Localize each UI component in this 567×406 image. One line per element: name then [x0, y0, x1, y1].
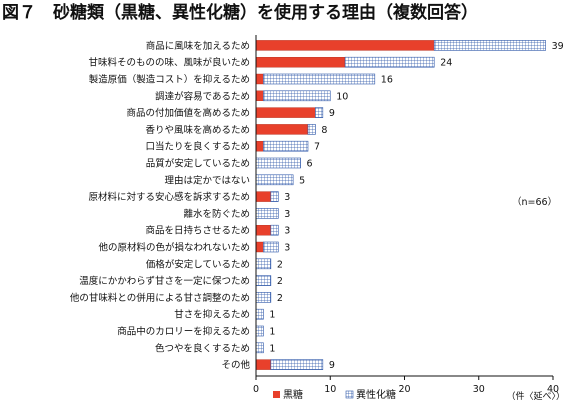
figure-title: 図７ 砂糖類（黒糖、異性化糖）を使用する理由（複数回答）: [2, 3, 478, 23]
bar-iseika: [255, 325, 264, 337]
category-label: 甘味料そのものの味、風味が良いため: [88, 57, 250, 69]
category-label: 理由は定かではない: [164, 174, 250, 186]
legend-label-iseika: 異性化糖: [356, 388, 396, 401]
bar-kokuto: [255, 124, 309, 135]
category-label: 他の原材料の色が損なわれないため: [98, 242, 250, 254]
bar-iseika: [307, 124, 316, 135]
total-value-label: 1: [269, 327, 275, 338]
total-value-label: 1: [269, 310, 275, 321]
category-label: 他の甘味料との併用による甘さ調整のため: [70, 292, 250, 304]
total-value-label: 10: [336, 91, 348, 102]
axes-layer: 0 10 20 30 40: [253, 35, 559, 395]
category-label: 口当たりを良くするため: [145, 141, 250, 153]
total-value-label: 1: [269, 343, 275, 354]
bar-iseika: [255, 275, 272, 286]
category-label: 香りや風味を高めるため: [145, 124, 250, 136]
bar-kokuto: [255, 359, 272, 370]
bar-iseika: [270, 359, 324, 370]
category-label: 商品の付加価値を高めるため: [126, 107, 250, 119]
total-value-label: 9: [329, 108, 335, 119]
bar-iseika: [263, 140, 309, 152]
total-value-label: 7: [314, 142, 320, 153]
total-value-label: 3: [284, 226, 290, 237]
bar-iseika: [255, 308, 264, 320]
category-label: 製造原価（製造コスト）を抑えるため: [89, 74, 250, 86]
total-value-label: 6: [307, 159, 313, 170]
category-label: 商品に風味を加えるため: [146, 40, 250, 52]
bar-kokuto: [255, 107, 316, 118]
x-tick-label: 30: [473, 384, 485, 395]
bar-iseika: [433, 40, 546, 51]
legend-swatch-iseika: [345, 390, 354, 399]
bar-kokuto: [255, 241, 264, 253]
total-value-label: 16: [381, 75, 393, 86]
bar-iseika: [255, 174, 294, 186]
bar-iseika: [263, 73, 376, 85]
category-label: 価格が安定しているため: [146, 258, 250, 270]
bar-kokuto: [255, 140, 264, 152]
total-value-label: 2: [277, 259, 283, 270]
bar-kokuto: [255, 90, 264, 102]
unit-label: （件〈延べ〉）: [506, 390, 565, 402]
category-label: 調達が容易であるため: [155, 90, 250, 102]
bar-iseika: [315, 107, 324, 118]
total-value-label: 3: [284, 209, 290, 220]
x-tick-label: 0: [253, 384, 259, 395]
total-value-label: 8: [321, 125, 327, 136]
category-label: 温度にかかわらず甘さを一定に保つため: [79, 275, 250, 287]
category-label: 離水を防ぐため: [183, 208, 250, 220]
category-label: 商品を日持ちさせるため: [145, 225, 250, 237]
category-label: 色つやを良くするため: [155, 342, 250, 354]
total-value-label: 39: [552, 41, 564, 52]
bar-kokuto: [255, 40, 435, 51]
category-label: 原材料に対する安心感を訴求するため: [88, 191, 250, 203]
bar-iseika: [255, 208, 279, 219]
bar-iseika: [255, 258, 272, 270]
bar-kokuto: [255, 73, 264, 85]
total-value-label: 2: [277, 293, 283, 304]
sample-size-note: （n=66）: [512, 196, 557, 208]
category-label: 甘さを抑えるため: [174, 309, 250, 321]
legend: 黒糖 異性化糖: [273, 388, 396, 401]
total-value-label: 24: [440, 58, 452, 69]
category-label: その他: [221, 359, 250, 371]
total-value-label: 5: [299, 175, 305, 186]
bar-iseika: [263, 90, 331, 102]
legend-swatch-kokuto: [273, 391, 280, 398]
bar-iseika: [270, 191, 279, 202]
bar-iseika: [263, 241, 279, 253]
bar-kokuto: [255, 57, 346, 68]
bar-kokuto: [255, 191, 272, 202]
bar-iseika: [255, 292, 272, 303]
bar-iseika: [255, 342, 264, 354]
bar-kokuto: [255, 224, 272, 236]
total-value-label: 3: [284, 192, 290, 203]
category-label: 商品中のカロリーを抑えるため: [117, 326, 250, 338]
category-label: 品質が安定しているため: [146, 158, 250, 170]
bar-iseika: [255, 157, 301, 169]
bar-iseika: [270, 224, 279, 236]
bar-iseika: [344, 56, 435, 68]
x-tick-label: 20: [398, 384, 410, 395]
x-tick-label: 40: [547, 384, 559, 395]
x-tick-label: 10: [324, 384, 336, 395]
total-value-label: 3: [284, 243, 290, 254]
total-value-label: 9: [329, 360, 335, 371]
legend-label-kokuto: 黒糖: [283, 388, 303, 401]
total-value-label: 2: [277, 276, 283, 287]
